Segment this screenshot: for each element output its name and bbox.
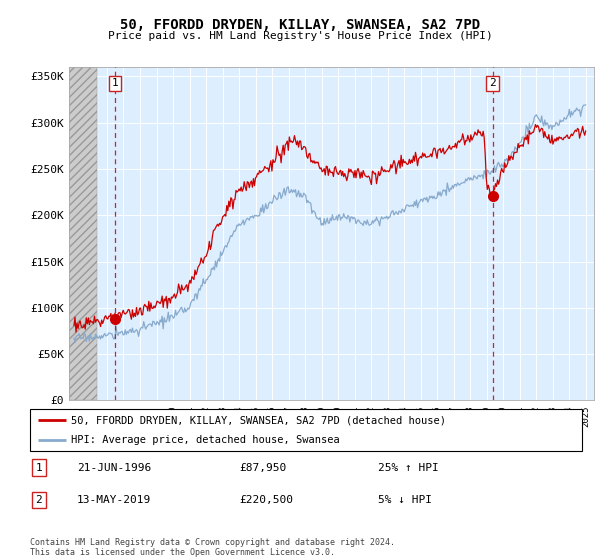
Text: Contains HM Land Registry data © Crown copyright and database right 2024.
This d: Contains HM Land Registry data © Crown c…: [30, 538, 395, 557]
Text: 1: 1: [112, 78, 118, 88]
Text: 13-MAY-2019: 13-MAY-2019: [77, 495, 151, 505]
Text: Price paid vs. HM Land Registry's House Price Index (HPI): Price paid vs. HM Land Registry's House …: [107, 31, 493, 41]
Text: 2: 2: [489, 78, 496, 88]
Text: 21-JUN-1996: 21-JUN-1996: [77, 463, 151, 473]
Text: 5% ↓ HPI: 5% ↓ HPI: [378, 495, 432, 505]
Bar: [69, 67, 97, 400]
Text: 25% ↑ HPI: 25% ↑ HPI: [378, 463, 439, 473]
Text: 1: 1: [35, 463, 42, 473]
Text: 50, FFORDD DRYDEN, KILLAY, SWANSEA, SA2 7PD: 50, FFORDD DRYDEN, KILLAY, SWANSEA, SA2 …: [120, 18, 480, 32]
Text: 2: 2: [35, 495, 42, 505]
Text: £220,500: £220,500: [240, 495, 294, 505]
Text: HPI: Average price, detached house, Swansea: HPI: Average price, detached house, Swan…: [71, 435, 340, 445]
Text: £87,950: £87,950: [240, 463, 287, 473]
Text: 50, FFORDD DRYDEN, KILLAY, SWANSEA, SA2 7PD (detached house): 50, FFORDD DRYDEN, KILLAY, SWANSEA, SA2 …: [71, 415, 446, 425]
